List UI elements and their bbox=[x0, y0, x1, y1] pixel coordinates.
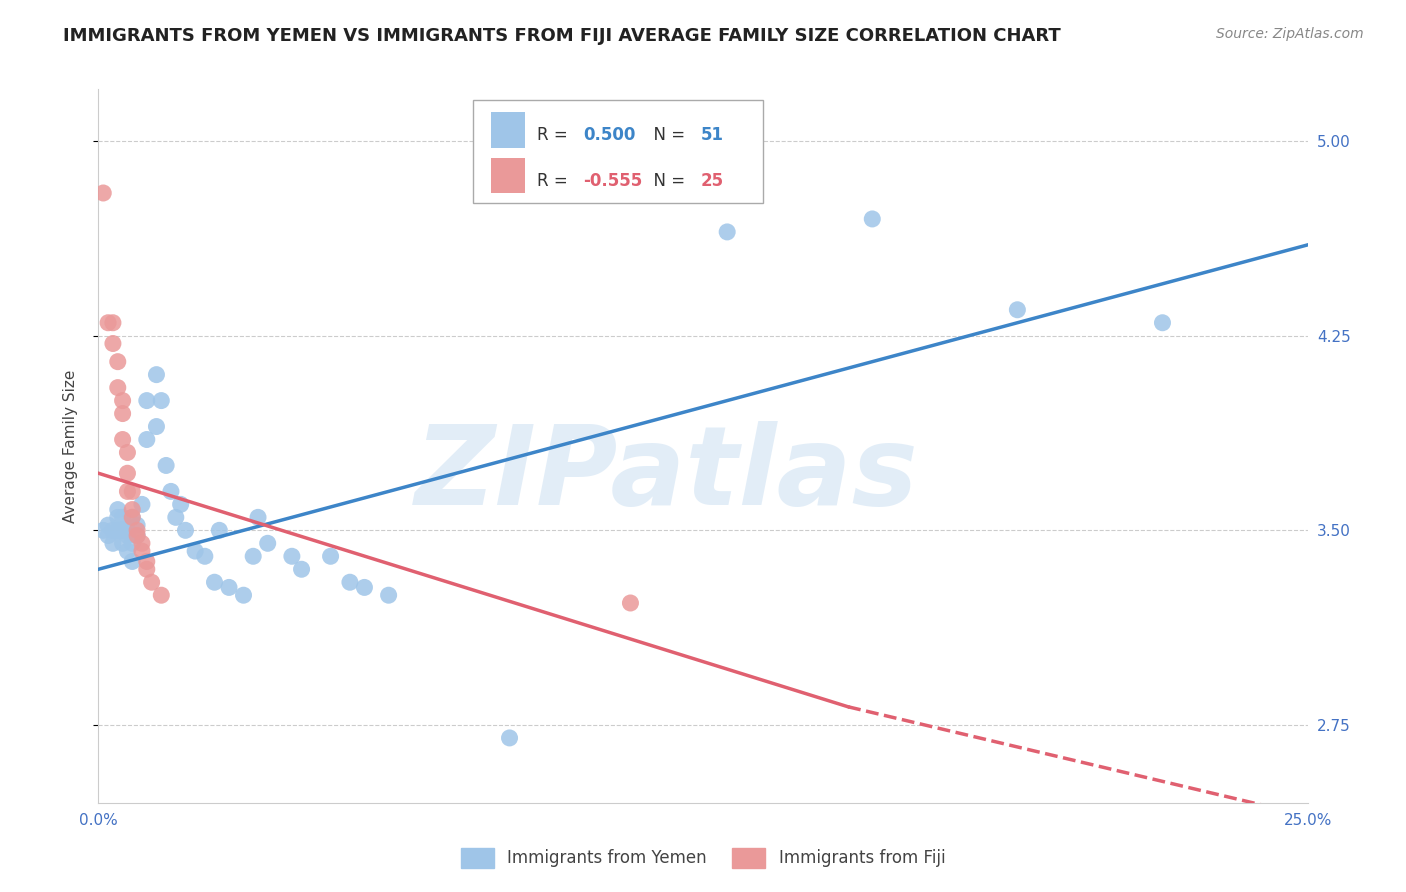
Point bbox=[97, 316, 120, 330]
Point bbox=[860, 211, 883, 226]
Text: 25: 25 bbox=[700, 171, 724, 189]
Point bbox=[111, 536, 134, 550]
Point bbox=[117, 484, 139, 499]
Point bbox=[101, 536, 124, 550]
Point bbox=[339, 575, 361, 590]
Point bbox=[91, 186, 114, 200]
Point bbox=[1007, 302, 1029, 317]
Point bbox=[117, 467, 139, 481]
Point bbox=[121, 536, 143, 550]
Point bbox=[121, 484, 143, 499]
Point bbox=[204, 575, 226, 590]
Point bbox=[353, 581, 375, 595]
Point bbox=[1054, 809, 1077, 823]
Point bbox=[101, 336, 124, 351]
Point bbox=[498, 731, 520, 745]
Point bbox=[121, 510, 143, 524]
Point bbox=[150, 393, 173, 408]
Point bbox=[131, 497, 153, 511]
Point bbox=[101, 524, 124, 538]
Point bbox=[127, 528, 149, 542]
Point bbox=[184, 544, 207, 558]
Bar bbox=[492, 112, 526, 148]
Point bbox=[121, 510, 143, 524]
Point bbox=[135, 433, 157, 447]
Text: Source: ZipAtlas.com: Source: ZipAtlas.com bbox=[1216, 27, 1364, 41]
Point bbox=[174, 524, 197, 538]
Point bbox=[111, 433, 134, 447]
Point bbox=[121, 554, 143, 568]
Point bbox=[135, 393, 157, 408]
Text: 0.500: 0.500 bbox=[583, 127, 636, 145]
Point bbox=[111, 407, 134, 421]
Bar bbox=[492, 158, 526, 194]
Point bbox=[145, 419, 167, 434]
Point bbox=[247, 510, 270, 524]
Point bbox=[160, 484, 183, 499]
Point bbox=[194, 549, 217, 564]
Point bbox=[97, 528, 120, 542]
Text: ZIPatlas: ZIPatlas bbox=[415, 421, 918, 528]
Text: N =: N = bbox=[643, 127, 690, 145]
Text: R =: R = bbox=[537, 171, 574, 189]
Point bbox=[127, 528, 149, 542]
Point bbox=[232, 588, 254, 602]
Point bbox=[1152, 316, 1174, 330]
Point bbox=[111, 524, 134, 538]
Y-axis label: Average Family Size: Average Family Size bbox=[63, 369, 77, 523]
Point bbox=[107, 381, 129, 395]
Point bbox=[716, 225, 738, 239]
Point bbox=[127, 524, 149, 538]
Point bbox=[218, 581, 240, 595]
Point bbox=[281, 549, 304, 564]
Point bbox=[107, 524, 129, 538]
Point bbox=[117, 445, 139, 459]
Point bbox=[111, 393, 134, 408]
Point bbox=[101, 316, 124, 330]
Point bbox=[150, 588, 173, 602]
Point bbox=[165, 510, 187, 524]
Text: 51: 51 bbox=[700, 127, 724, 145]
Point bbox=[169, 497, 191, 511]
Point bbox=[117, 528, 139, 542]
Text: -0.555: -0.555 bbox=[583, 171, 643, 189]
Point bbox=[208, 524, 231, 538]
Legend: Immigrants from Yemen, Immigrants from Fiji: Immigrants from Yemen, Immigrants from F… bbox=[454, 841, 952, 875]
Point bbox=[135, 562, 157, 576]
Text: IMMIGRANTS FROM YEMEN VS IMMIGRANTS FROM FIJI AVERAGE FAMILY SIZE CORRELATION CH: IMMIGRANTS FROM YEMEN VS IMMIGRANTS FROM… bbox=[63, 27, 1062, 45]
Point bbox=[107, 502, 129, 516]
Point bbox=[117, 544, 139, 558]
Point bbox=[141, 575, 163, 590]
Point bbox=[256, 536, 278, 550]
Point bbox=[107, 354, 129, 368]
Point bbox=[290, 562, 312, 576]
Point bbox=[619, 596, 641, 610]
Point bbox=[111, 510, 134, 524]
FancyBboxPatch shape bbox=[474, 100, 763, 203]
Point bbox=[377, 588, 399, 602]
Point bbox=[97, 518, 120, 533]
Point bbox=[107, 510, 129, 524]
Point bbox=[135, 554, 157, 568]
Text: N =: N = bbox=[643, 171, 690, 189]
Point bbox=[121, 502, 143, 516]
Point bbox=[242, 549, 264, 564]
Point bbox=[131, 536, 153, 550]
Point bbox=[127, 518, 149, 533]
Point bbox=[155, 458, 177, 473]
Point bbox=[117, 524, 139, 538]
Point bbox=[145, 368, 167, 382]
Point bbox=[91, 524, 114, 538]
Point bbox=[131, 544, 153, 558]
Point bbox=[319, 549, 342, 564]
Point bbox=[111, 524, 134, 538]
Text: R =: R = bbox=[537, 127, 574, 145]
